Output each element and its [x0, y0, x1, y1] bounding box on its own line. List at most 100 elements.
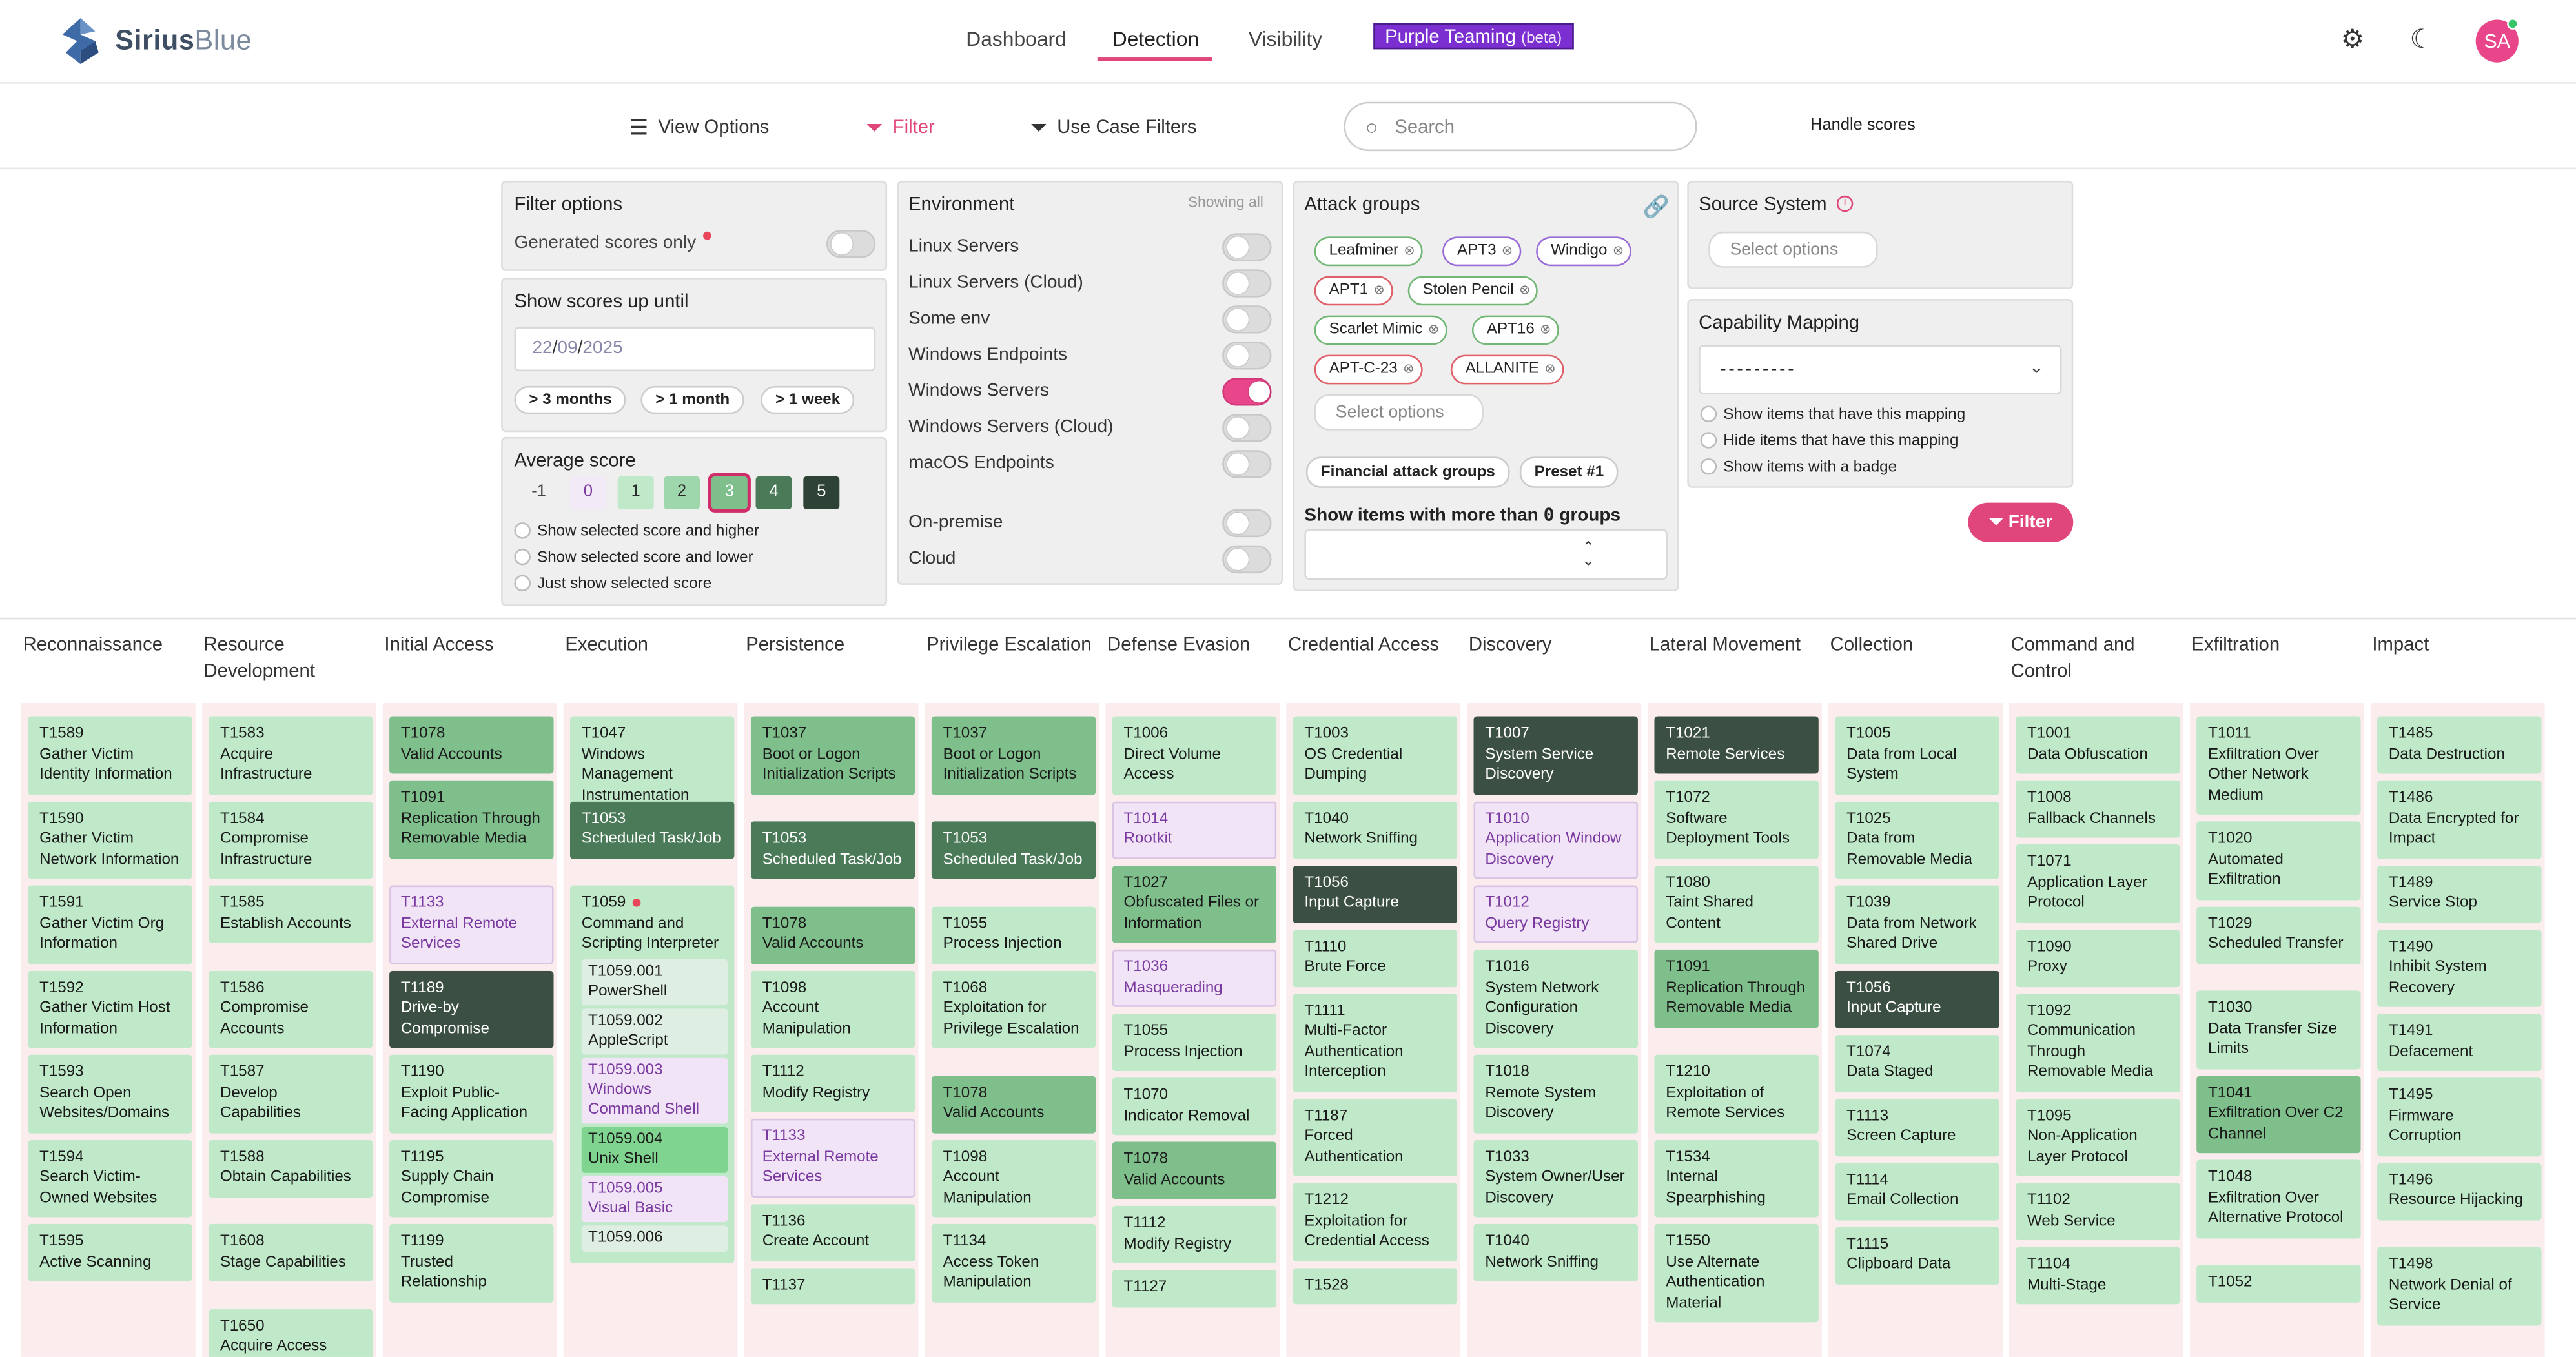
- attack-groups-select[interactable]: Select options: [1314, 394, 1484, 431]
- technique-card[interactable]: T1047 Windows Management Instrumentation: [569, 716, 735, 815]
- technique-card[interactable]: T1591 Gather Victim Org Information: [28, 885, 192, 964]
- technique-card[interactable]: T1489 Service Stop: [2377, 864, 2542, 923]
- technique-card[interactable]: T1006 Direct Volume Access: [1112, 716, 1277, 795]
- tactic-header[interactable]: Discovery: [1468, 635, 1552, 656]
- technique-card[interactable]: T1080 Taint Shared Content: [1654, 864, 1819, 943]
- technique-card[interactable]: T1071 Application Layer Protocol: [2016, 844, 2180, 923]
- environment-toggle[interactable]: [1222, 378, 1272, 406]
- date-input[interactable]: 22/09/2025: [514, 327, 876, 372]
- sub-technique[interactable]: T1059.003 Windows Command Shell: [581, 1057, 728, 1123]
- generated-scores-toggle[interactable]: [826, 230, 876, 258]
- technique-card[interactable]: T1092 Communication Through Removable Med…: [2016, 993, 2180, 1092]
- technique-card[interactable]: T1594 Search Victim-Owned Websites: [28, 1139, 192, 1218]
- technique-card[interactable]: T1059 Command and Scripting Interpreter T1…: [569, 885, 735, 1263]
- environment-toggle[interactable]: [1222, 233, 1272, 261]
- technique-card[interactable]: T1003 OS Credential Dumping: [1293, 716, 1458, 795]
- view-options-button[interactable]: ☰ View Options: [629, 115, 770, 141]
- attack-group-chip[interactable]: ALLANITE ⊗: [1450, 354, 1564, 385]
- gear-icon[interactable]: ⚙: [2340, 26, 2365, 54]
- technique-card[interactable]: T1078 Valid Accounts: [750, 906, 915, 964]
- technique-card[interactable]: T1072 Software Deployment Tools: [1654, 780, 1819, 859]
- technique-card[interactable]: T1037 Boot or Logon Initialization Script…: [750, 716, 915, 795]
- technique-card[interactable]: T1115 Clipboard Data: [1835, 1226, 1999, 1284]
- sub-technique[interactable]: T1059.006: [581, 1224, 728, 1251]
- technique-card[interactable]: T1110 Brute Force: [1293, 928, 1458, 987]
- environment-toggle[interactable]: [1222, 342, 1272, 370]
- technique-card[interactable]: T1033 System Owner/User Discovery: [1473, 1139, 1638, 1218]
- stepper-icon[interactable]: ⌃ ⌄: [1582, 538, 1595, 569]
- source-system-select[interactable]: Select options: [1708, 231, 1878, 268]
- technique-card[interactable]: T1189 Drive-by Compromise: [389, 970, 554, 1048]
- score-3[interactable]: 3: [708, 473, 751, 513]
- score-higher-radio[interactable]: [514, 522, 531, 539]
- technique-card[interactable]: T1041 Exfiltration Over C2 Channel: [2196, 1075, 2361, 1154]
- attack-group-chip[interactable]: Windigo ⊗: [1536, 236, 1632, 267]
- sub-technique[interactable]: T1059.005 Visual Basic: [581, 1175, 728, 1221]
- score-4[interactable]: 4: [755, 476, 792, 509]
- attack-group-chip[interactable]: APT16 ⊗: [1471, 315, 1559, 345]
- technique-card[interactable]: T1091 Replication Through Removable Media: [389, 780, 554, 859]
- technique-card[interactable]: T1585 Establish Accounts: [209, 885, 373, 943]
- nav-detection[interactable]: Detection: [1112, 28, 1200, 51]
- technique-card[interactable]: T1593 Search Open Websites/Domains: [28, 1054, 192, 1133]
- technique-card[interactable]: T1078 Valid Accounts: [1112, 1141, 1277, 1199]
- sub-technique[interactable]: T1059.004 Unix Shell: [581, 1126, 728, 1172]
- technique-card[interactable]: T1485 Data Destruction: [2377, 716, 2542, 774]
- tactic-header[interactable]: Reconnaissance: [23, 635, 163, 656]
- technique-card[interactable]: T1134 Access Token Manipulation: [931, 1223, 1096, 1302]
- technique-card[interactable]: T1055 Process Injection: [931, 906, 1096, 964]
- remove-icon[interactable]: ⊗: [1501, 243, 1513, 258]
- tactic-header[interactable]: Resource Development: [203, 635, 315, 681]
- technique-card[interactable]: T1528: [1293, 1267, 1458, 1305]
- environment-toggle[interactable]: [1222, 545, 1272, 574]
- technique-card[interactable]: T1095 Non-Application Layer Protocol: [2016, 1098, 2180, 1176]
- technique-card[interactable]: T1210 Exploitation of Remote Services: [1654, 1054, 1819, 1133]
- score-exact-radio[interactable]: [514, 575, 531, 592]
- technique-card[interactable]: T1133 External Remote Services: [389, 885, 554, 964]
- remove-icon[interactable]: ⊗: [1373, 282, 1385, 298]
- score-2[interactable]: 2: [664, 476, 700, 509]
- technique-card[interactable]: T1491 Defacement: [2377, 1014, 2542, 1072]
- technique-card[interactable]: T1190 Exploit Public-Facing Application: [389, 1054, 554, 1133]
- link-icon[interactable]: 🔗: [1642, 194, 1670, 219]
- technique-card[interactable]: T1053 Scheduled Task/Job: [931, 821, 1096, 879]
- technique-card[interactable]: T1036 Masquerading: [1112, 949, 1277, 1007]
- technique-card[interactable]: T1590 Gather Victim Network Information: [28, 801, 192, 879]
- technique-card[interactable]: T1112 Modify Registry: [750, 1054, 915, 1112]
- tactic-header[interactable]: Privilege Escalation: [926, 635, 1092, 656]
- remove-icon[interactable]: ⊗: [1519, 282, 1531, 298]
- technique-card[interactable]: T1074 Data Staged: [1835, 1034, 1999, 1092]
- remove-icon[interactable]: ⊗: [1544, 361, 1556, 376]
- technique-card[interactable]: T1056 Input Capture: [1293, 864, 1458, 923]
- tactic-header[interactable]: Credential Access: [1287, 635, 1440, 656]
- technique-card[interactable]: T1020 Automated Exfiltration: [2196, 821, 2361, 900]
- technique-card[interactable]: T1595 Active Scanning: [28, 1223, 192, 1281]
- technique-card[interactable]: T1111 Multi-Factor Authentication Interce…: [1293, 993, 1458, 1092]
- technique-card[interactable]: T1212 Exploitation for Credential Access: [1293, 1183, 1458, 1261]
- technique-card[interactable]: T1098 Account Manipulation: [750, 970, 915, 1048]
- technique-card[interactable]: T1114 Email Collection: [1835, 1162, 1999, 1220]
- preset-financial-button[interactable]: Financial attack groups: [1305, 456, 1510, 488]
- filter-toggle-button[interactable]: ⏷ Filter: [866, 115, 935, 141]
- handle-scores-button[interactable]: Handle scores: [1810, 116, 1916, 135]
- technique-card[interactable]: T1112 Modify Registry: [1112, 1205, 1277, 1263]
- range-1-week-button[interactable]: > 1 week: [761, 385, 855, 414]
- technique-card[interactable]: T1078 Valid Accounts: [389, 716, 554, 774]
- siriusblue-logo-icon[interactable]: [59, 16, 102, 65]
- technique-card[interactable]: T1490 Inhibit System Recovery: [2377, 928, 2542, 1007]
- remove-icon[interactable]: ⊗: [1540, 321, 1551, 337]
- attack-group-chip[interactable]: APT3 ⊗: [1442, 236, 1521, 267]
- technique-card[interactable]: T1011 Exfiltration Over Other Network Med…: [2196, 716, 2361, 815]
- technique-card[interactable]: T1588 Obtain Capabilities: [209, 1139, 373, 1197]
- technique-card[interactable]: T1495 Firmware Corruption: [2377, 1077, 2542, 1156]
- technique-card[interactable]: T1037 Boot or Logon Initialization Script…: [931, 716, 1096, 795]
- technique-card[interactable]: T1650 Acquire Access: [209, 1308, 373, 1357]
- technique-card[interactable]: T1102 Web Service: [2016, 1183, 2180, 1241]
- technique-card[interactable]: T1496 Resource Hijacking: [2377, 1162, 2542, 1220]
- mapping-show-radio[interactable]: [1700, 405, 1717, 422]
- apply-filter-button[interactable]: ⏷ Filter: [1968, 502, 2074, 542]
- sub-technique[interactable]: T1059.002 AppleScript: [581, 1008, 728, 1054]
- technique-card[interactable]: T1025 Data from Removable Media: [1835, 801, 1999, 879]
- technique-card[interactable]: T1021 Remote Services: [1654, 716, 1819, 774]
- technique-card[interactable]: T1091 Replication Through Removable Media: [1654, 949, 1819, 1028]
